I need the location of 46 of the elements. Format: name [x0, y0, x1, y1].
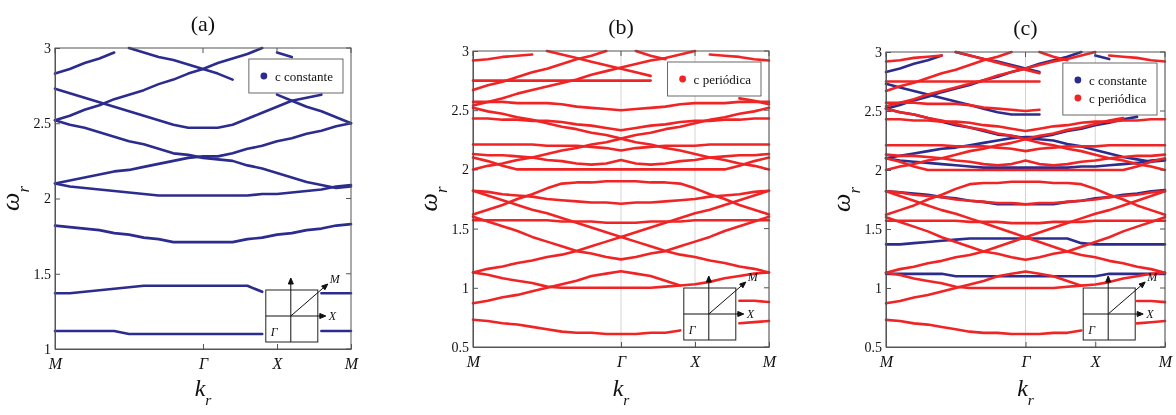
- annotation: X: [745, 307, 755, 321]
- x-tick-label: M: [1157, 353, 1174, 371]
- y-tick-label: 2: [875, 162, 882, 178]
- y-tick-label: 2: [462, 162, 469, 178]
- legend-label: c periódica: [693, 71, 752, 87]
- y-tick-label: 3: [875, 44, 882, 60]
- x-tick-label: M: [761, 353, 778, 371]
- x-axis-title: k$_{r}$: [1017, 375, 1035, 408]
- y-tick-label: 3: [44, 40, 51, 56]
- annotation: X: [327, 309, 337, 323]
- y-tick-label: 2.5: [864, 103, 882, 119]
- annotation: M: [328, 272, 341, 286]
- x-tick-label: Γ: [197, 355, 209, 373]
- y-tick-label: 1: [875, 280, 882, 296]
- y-tick-label: 1.5: [451, 221, 469, 237]
- x-tick-label: M: [465, 353, 482, 371]
- chart-title: (a): [190, 11, 216, 36]
- x-tick-label: M: [47, 355, 64, 373]
- legend-label: c periódica: [1088, 90, 1147, 106]
- y-tick-label: 3: [462, 43, 469, 59]
- x-tick-label: M: [878, 353, 895, 371]
- y-tick-label: 1.5: [33, 266, 51, 282]
- legend-label: c constante: [274, 68, 334, 84]
- x-tick-label: X: [689, 353, 702, 371]
- annotation: Γ: [687, 323, 697, 337]
- x-tick-label: X: [1089, 353, 1102, 371]
- x-axis-title: k$_{r}$: [612, 375, 631, 408]
- y-tick-label: 2: [44, 191, 51, 207]
- y-tick-label: 2.5: [451, 103, 469, 119]
- y-tick-label: 1.5: [864, 221, 882, 237]
- y-tick-label: 2.5: [33, 116, 51, 132]
- chart-title: (c): [1013, 15, 1038, 40]
- y-tick-label: 0.5: [451, 339, 469, 355]
- annotation: X: [1145, 307, 1155, 321]
- y-tick-label: 1: [44, 341, 51, 357]
- chart-title: (b): [608, 14, 634, 39]
- x-tick-label: Γ: [1020, 353, 1032, 371]
- y-tick-label: 1: [462, 280, 469, 296]
- x-tick-label: Γ: [615, 353, 627, 371]
- x-axis-title: k$_{r}$: [194, 375, 213, 408]
- annotation: Γ: [1087, 323, 1097, 337]
- y-tick-label: 0.5: [864, 339, 882, 355]
- annotation: Γ: [269, 325, 279, 339]
- x-tick-label: X: [271, 355, 284, 373]
- x-tick-label: M: [343, 355, 360, 373]
- legend-label: c constante: [1088, 72, 1148, 88]
